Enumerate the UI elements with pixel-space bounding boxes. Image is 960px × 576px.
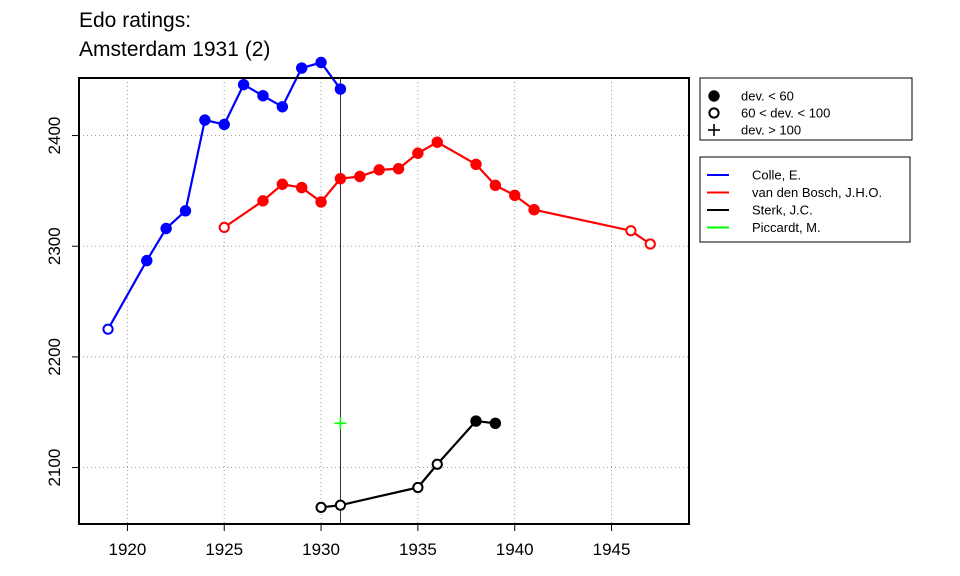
x-tick-label: 1935: [399, 540, 437, 559]
data-point: [218, 118, 230, 131]
symbol-legend-label: dev. < 60: [741, 89, 794, 104]
legend-symbol-plus: [708, 124, 720, 136]
data-point: [412, 481, 424, 494]
legend-label: Colle, E.: [752, 168, 801, 183]
y-tick-label: 2200: [45, 338, 64, 376]
y-tick-label: 2100: [45, 449, 64, 487]
x-tick-label: 1945: [593, 540, 631, 559]
data-point: [257, 90, 269, 102]
data-point: [470, 158, 482, 171]
data-point: [315, 56, 327, 69]
data-point: [315, 501, 327, 513]
data-point: [470, 415, 482, 427]
x-tick-label: 1930: [302, 540, 340, 559]
series-3: [334, 417, 347, 430]
series-legend-box: [699, 156, 911, 243]
symbol-legend: dev. < 60 60 < dev. < 100 dev. > 100: [699, 77, 913, 141]
data-point: [334, 499, 347, 511]
legend-label: Sterk, J.C.: [752, 203, 813, 218]
data-point: [295, 181, 308, 194]
data-point: [489, 179, 502, 192]
data-point: [141, 254, 153, 267]
data-point: [199, 114, 211, 126]
data-point: [276, 178, 289, 190]
data-point: [295, 62, 308, 74]
x-tick-label: 1920: [108, 540, 146, 559]
x-tick-label: 1940: [496, 540, 534, 559]
plot-frame: [78, 77, 690, 525]
series-line: [223, 140, 651, 245]
data-point: [644, 238, 656, 250]
series-layer: [102, 56, 656, 513]
data-point: [431, 458, 443, 470]
series-1: [218, 136, 656, 250]
x-axis: 1920 1925 1930 1935 1940 1945: [108, 524, 630, 559]
legend-label: van den Bosch, J.H.O.: [752, 185, 882, 200]
series-2: [315, 415, 502, 513]
data-point: [489, 417, 502, 429]
data-point: [392, 163, 405, 175]
symbol-legend-label: dev. > 100: [741, 123, 801, 138]
legend-symbol-open-circle: [708, 107, 720, 119]
data-point: [412, 147, 424, 159]
data-point: [179, 205, 192, 217]
data-point: [160, 222, 172, 235]
symbol-legend-box: [699, 77, 913, 141]
data-point: [315, 196, 327, 208]
data-point: [354, 170, 366, 183]
y-axis: 2100 2200 2300 2400: [45, 117, 79, 487]
chart-title-line-2: Amsterdam 1931 (2): [79, 38, 270, 61]
symbol-legend-label: 60 < dev. < 100: [741, 106, 830, 121]
data-point: [237, 78, 250, 91]
series-line: [320, 419, 496, 509]
series-legend: Colle, E. van den Bosch, J.H.O. Sterk, J.C…: [699, 156, 911, 243]
legend-label: Piccardt, M.: [752, 220, 821, 235]
data-point: [218, 221, 230, 234]
data-point: [334, 173, 347, 185]
data-point: [102, 323, 114, 335]
x-tick-label: 1925: [205, 540, 243, 559]
series-0: [102, 56, 347, 335]
data-point: [276, 101, 289, 113]
data-point: [431, 136, 443, 148]
chart-title-line-1: Edo ratings:: [79, 9, 191, 32]
legend-symbol-filled-circle: [708, 90, 720, 102]
data-point: [528, 203, 540, 216]
data-point: [509, 189, 521, 202]
y-tick-label: 2300: [45, 227, 64, 265]
y-tick-label: 2400: [45, 117, 64, 155]
data-point: [625, 225, 637, 237]
data-point: [334, 417, 347, 430]
data-point: [257, 195, 269, 207]
grid-lines: [79, 78, 689, 524]
data-point: [334, 83, 347, 95]
data-point: [373, 164, 385, 176]
